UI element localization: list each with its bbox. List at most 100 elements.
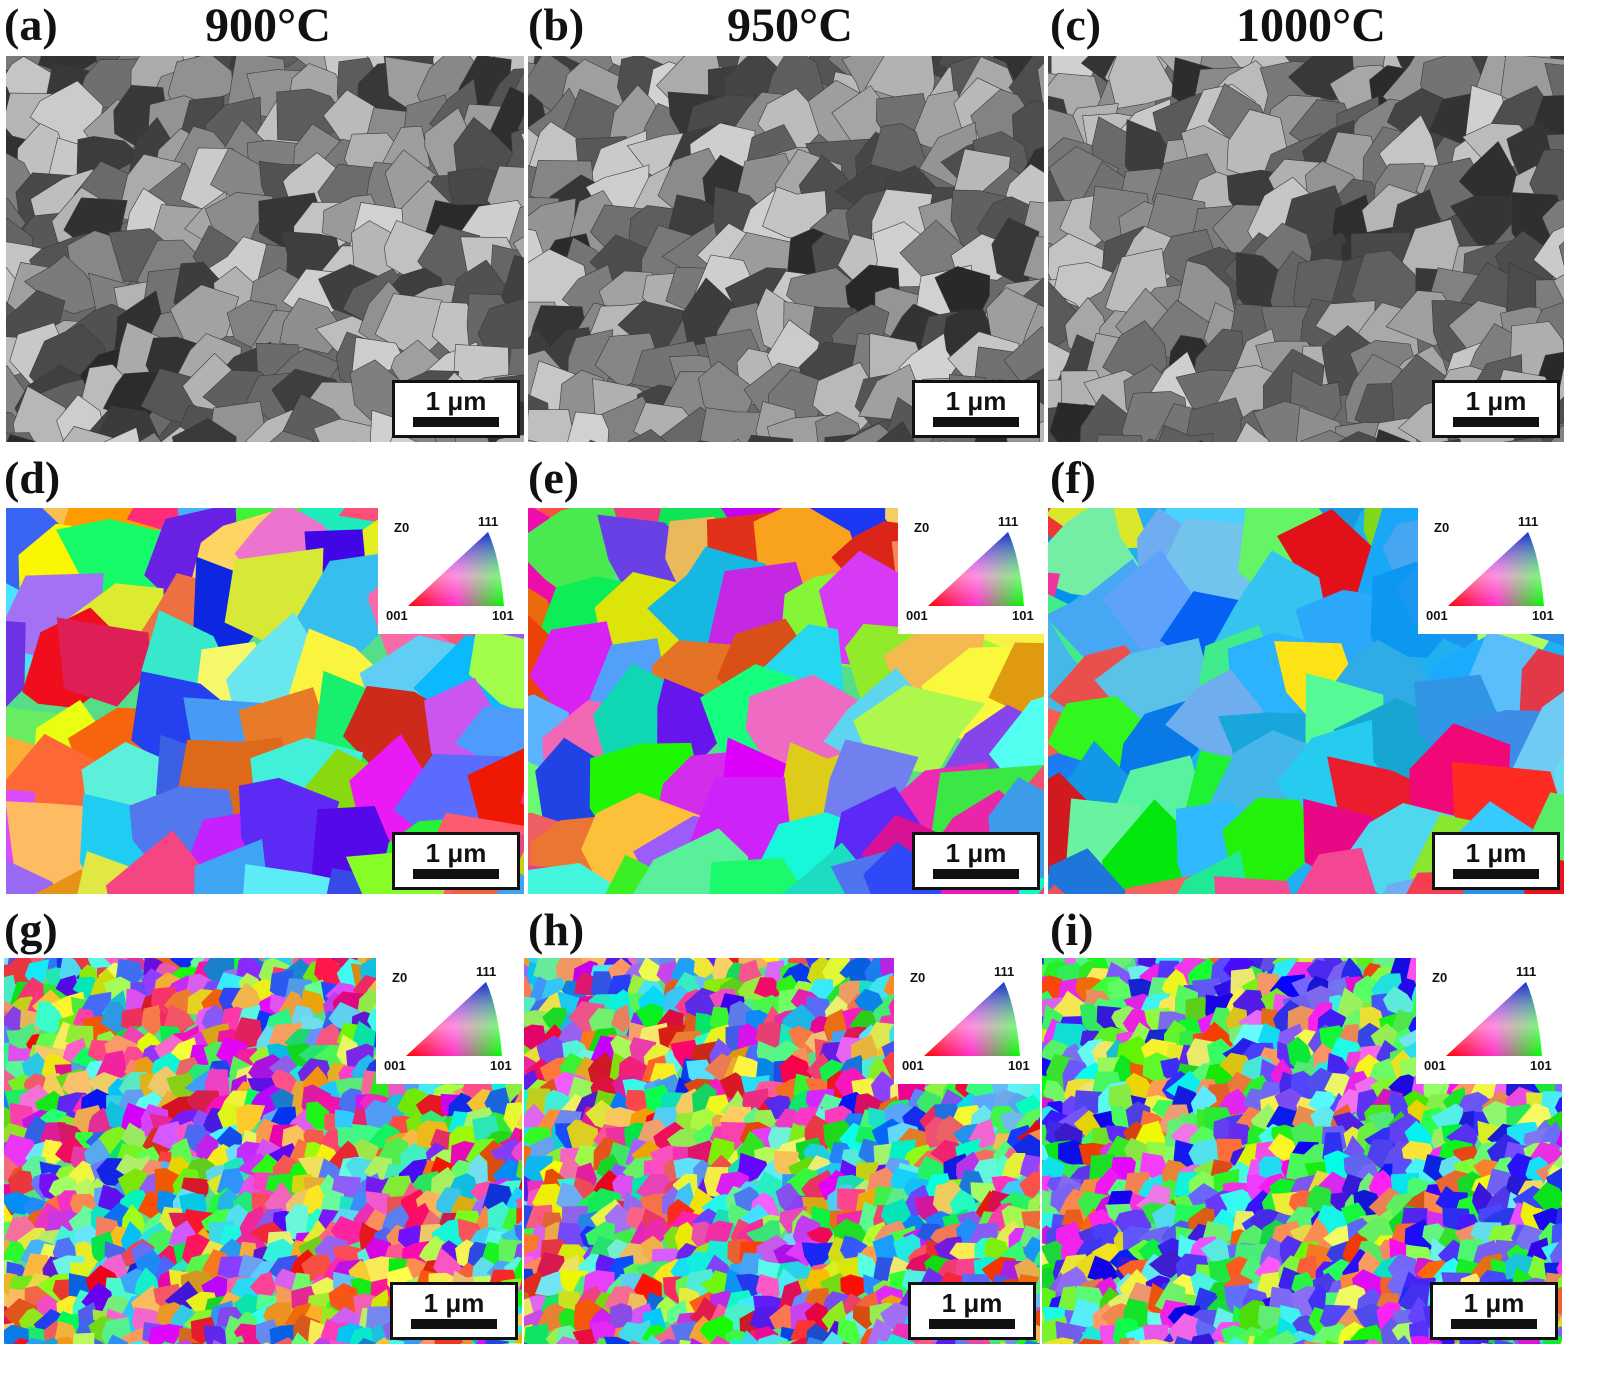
ebsd-grain (148, 1323, 184, 1344)
grain (696, 440, 711, 442)
scale-bar-label: 1 μm (425, 386, 487, 416)
ebsd-grain (1382, 985, 1418, 1016)
ebsd-grain (56, 518, 176, 639)
ebsd-grain (72, 1332, 95, 1344)
ebsd-grain (1019, 1171, 1040, 1202)
micrograph-texture (6, 56, 524, 442)
ebsd-map-h: Z0 111 001 101 1 μm (524, 958, 1040, 1344)
ebsd-grain (1038, 1219, 1040, 1226)
ebsd-grain (514, 1224, 522, 1244)
ebsd-grain (635, 1173, 674, 1203)
grain (269, 430, 313, 442)
ipf-corner-001: 001 (386, 608, 408, 623)
ebsd-grain (468, 628, 524, 713)
ebsd-grain (1042, 1337, 1075, 1344)
ebsd-grain (120, 1122, 147, 1150)
scale-bar-line (413, 417, 499, 427)
ebsd-grain (1494, 1338, 1514, 1344)
ebsd-grain (233, 1017, 264, 1049)
panel-label-g: (g) (4, 904, 58, 955)
grain (1375, 428, 1412, 442)
scale-bar-line (1451, 1319, 1537, 1329)
ipf-corner-001: 001 (1426, 608, 1448, 623)
ipf-axis-label: Z0 (914, 520, 930, 535)
panel-label-e: (e) (528, 452, 580, 503)
ebsd-grain (573, 1145, 600, 1173)
ebsd-grain (235, 1104, 266, 1135)
ebsd-grain (1048, 696, 1167, 793)
micrograph-texture (1048, 56, 1564, 442)
ebsd-grain (120, 1102, 149, 1133)
ebsd-grain (631, 1140, 672, 1177)
ebsd-grain (528, 863, 620, 894)
ebsd-grain (706, 1137, 735, 1169)
ipf-color-legend: Z0 111 001 101 (898, 508, 1044, 634)
scale-bar: 1 μm (390, 1282, 518, 1340)
ebsd-grain (7, 1170, 35, 1195)
ebsd-grain (262, 1342, 270, 1344)
ipf-axis-label: Z0 (392, 970, 408, 985)
ebsd-grain (1148, 1248, 1181, 1279)
grain (1235, 421, 1270, 442)
ipf-axis-label: Z0 (910, 970, 926, 985)
ebsd-grain (1532, 1182, 1562, 1218)
ebsd-grain (56, 617, 151, 707)
scale-bar-label: 1 μm (941, 1288, 1003, 1318)
ebsd-grain (524, 1323, 550, 1344)
ebsd-grain (1296, 847, 1377, 894)
scale-bar: 1 μm (392, 380, 520, 438)
ipf-corner-111: 111 (998, 514, 1019, 529)
ebsd-grain (291, 1332, 311, 1344)
ebsd-grain (273, 1337, 297, 1344)
grain (171, 418, 237, 442)
grain (528, 409, 576, 442)
ebsd-grain (212, 1339, 223, 1344)
panel-label-c: (c) (1050, 0, 1102, 50)
ebsd-map-i: Z0 111 001 101 1 μm (1042, 958, 1562, 1344)
ebsd-grain (854, 988, 885, 1014)
ebsd-grain (6, 859, 58, 894)
ebsd-grain (840, 1274, 870, 1300)
ipf-corner-001: 001 (902, 1058, 924, 1073)
ebsd-grain (646, 1334, 663, 1344)
ebsd-grain (1042, 1124, 1049, 1151)
scale-bar-line (933, 417, 1019, 427)
ipf-corner-001: 001 (384, 1058, 406, 1073)
ebsd-grain (1325, 1339, 1339, 1344)
sem-image-1000c: 1 μm (1048, 56, 1564, 442)
ebsd-grain (912, 1335, 935, 1344)
ebsd-grain (237, 1342, 257, 1344)
grain (498, 254, 524, 312)
ipf-corner-101: 101 (490, 1058, 512, 1073)
grain (588, 439, 596, 442)
ipf-axis-label: Z0 (394, 520, 410, 535)
panel-label-b: (b) (528, 0, 585, 50)
ebsd-grain (566, 1119, 599, 1154)
ebsd-grain (175, 1339, 193, 1344)
grain (1022, 235, 1044, 282)
ebsd-grain (55, 974, 80, 999)
ebsd-grain (885, 1333, 916, 1344)
ebsd-grain (243, 864, 344, 894)
grain (876, 420, 916, 442)
ebsd-grain (757, 1334, 789, 1344)
ebsd-grain (1190, 1333, 1214, 1344)
ebsd-grain (806, 1337, 828, 1344)
ebsd-grain (227, 1335, 245, 1344)
ipf-corner-111: 111 (1518, 514, 1539, 529)
ebsd-grain (574, 1298, 608, 1331)
scale-bar-label: 1 μm (425, 838, 487, 868)
ebsd-grain (801, 1242, 835, 1272)
ebsd-grain (24, 959, 50, 993)
ebsd-grain (1032, 1250, 1040, 1266)
ipf-color-legend: Z0 111 001 101 (894, 958, 1040, 1084)
scale-bar-label: 1 μm (423, 1288, 485, 1318)
grain (1337, 431, 1388, 442)
ebsd-grain (163, 1004, 196, 1034)
ipf-color-legend: Z0 111 001 101 (378, 508, 524, 634)
ebsd-grain (822, 1331, 848, 1344)
ipf-color-legend: Z0 111 001 101 (1416, 958, 1562, 1084)
ebsd-grain (686, 1059, 715, 1086)
ebsd-grain (1480, 1342, 1491, 1344)
ebsd-grain (1139, 1339, 1170, 1344)
